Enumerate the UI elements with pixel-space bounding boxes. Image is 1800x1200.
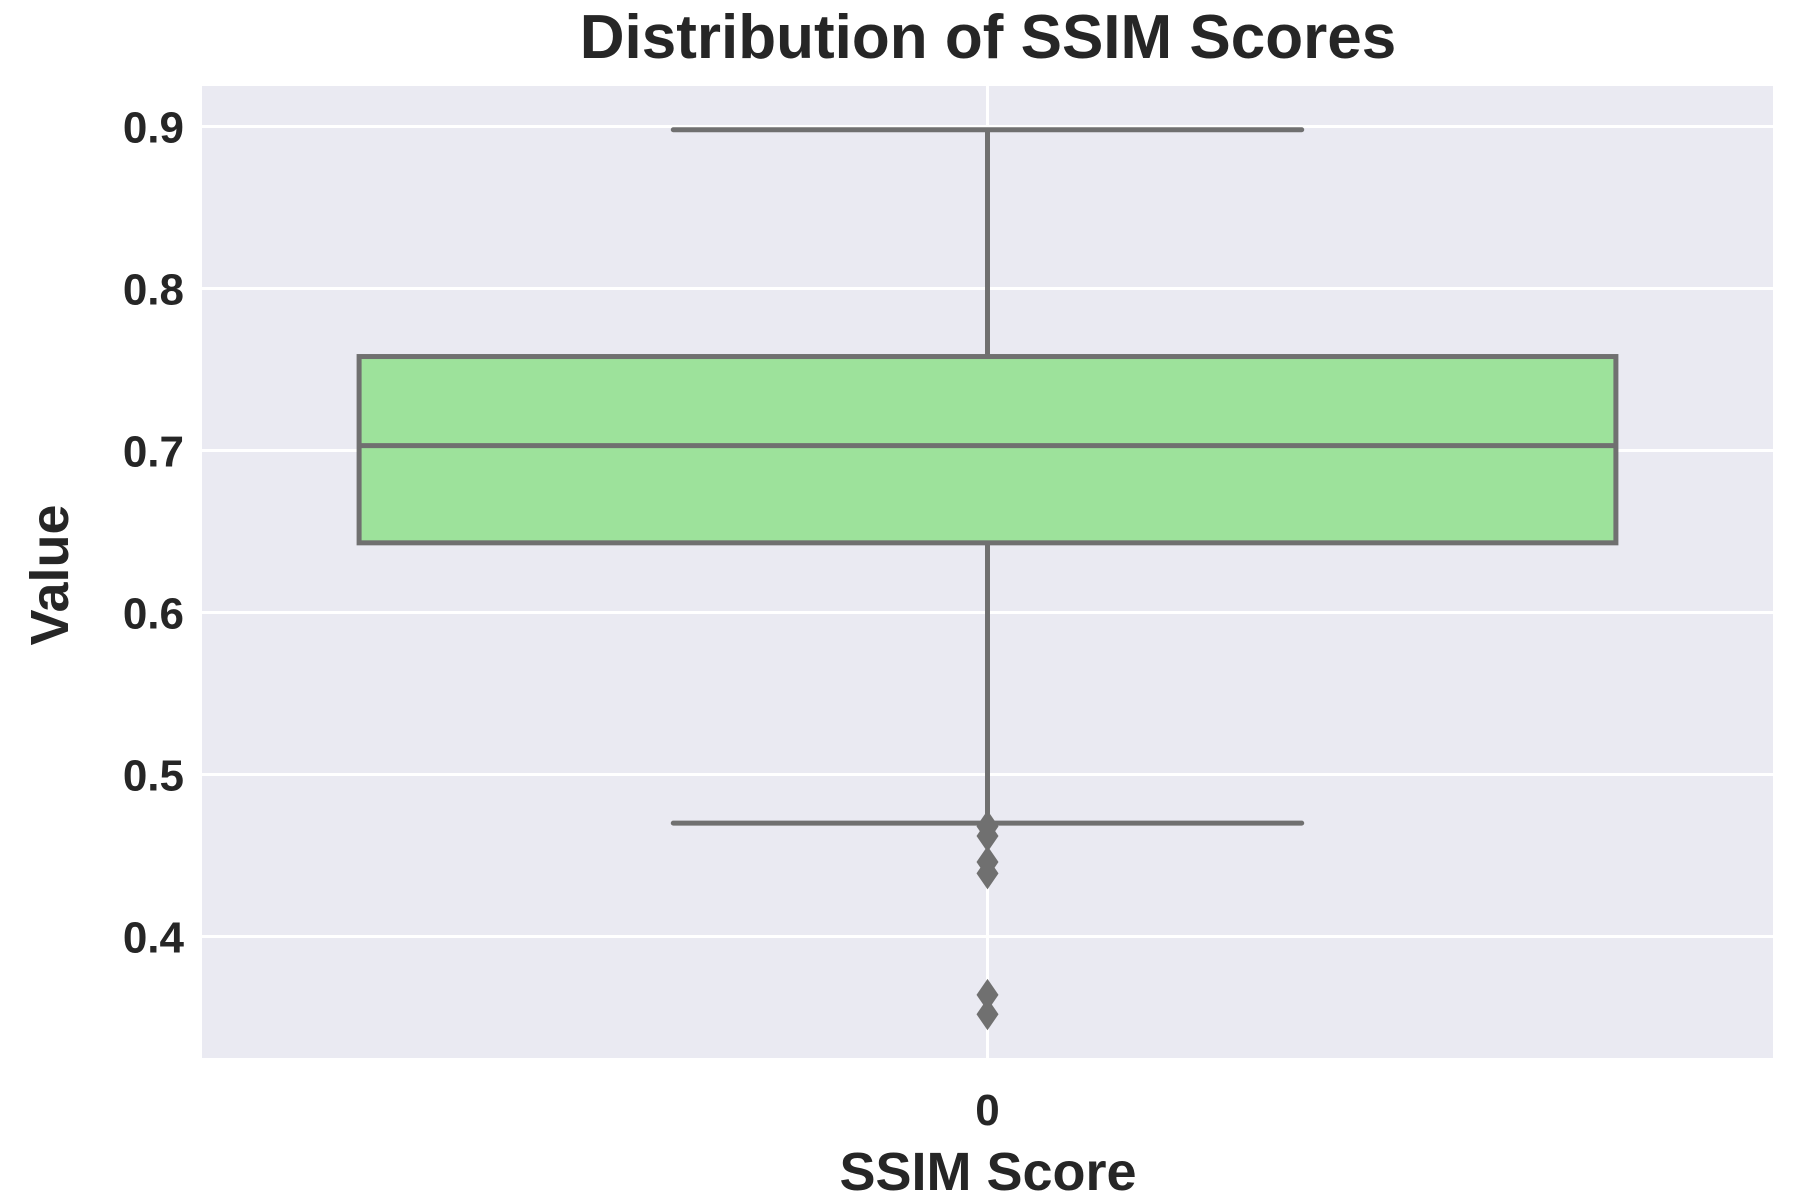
y-axis-label: Value [20, 504, 80, 645]
x-tick-label: 0 [975, 1086, 999, 1135]
iqr-box [356, 354, 1619, 546]
x-axis-label: SSIM Score [839, 1142, 1136, 1200]
y-tick-label: 0.7 [123, 428, 184, 477]
y-tick-labels: 0.4 0.5 0.6 0.7 0.8 0.9 [123, 104, 185, 963]
x-tick-labels: 0 [975, 1086, 999, 1135]
outlier-point [976, 857, 999, 890]
box-marks [356, 127, 1619, 1031]
y-tick-label: 0.8 [123, 266, 184, 315]
outlier-point [976, 998, 999, 1031]
y-tick-label: 0.4 [123, 914, 185, 963]
outlier-point [976, 820, 999, 853]
y-tick-label: 0.9 [123, 104, 184, 153]
y-tick-label: 0.5 [123, 752, 184, 801]
y-tick-label: 0.6 [123, 590, 184, 639]
outlier-point [976, 978, 999, 1011]
chart-title: Distribution of SSIM Scores [580, 3, 1396, 72]
